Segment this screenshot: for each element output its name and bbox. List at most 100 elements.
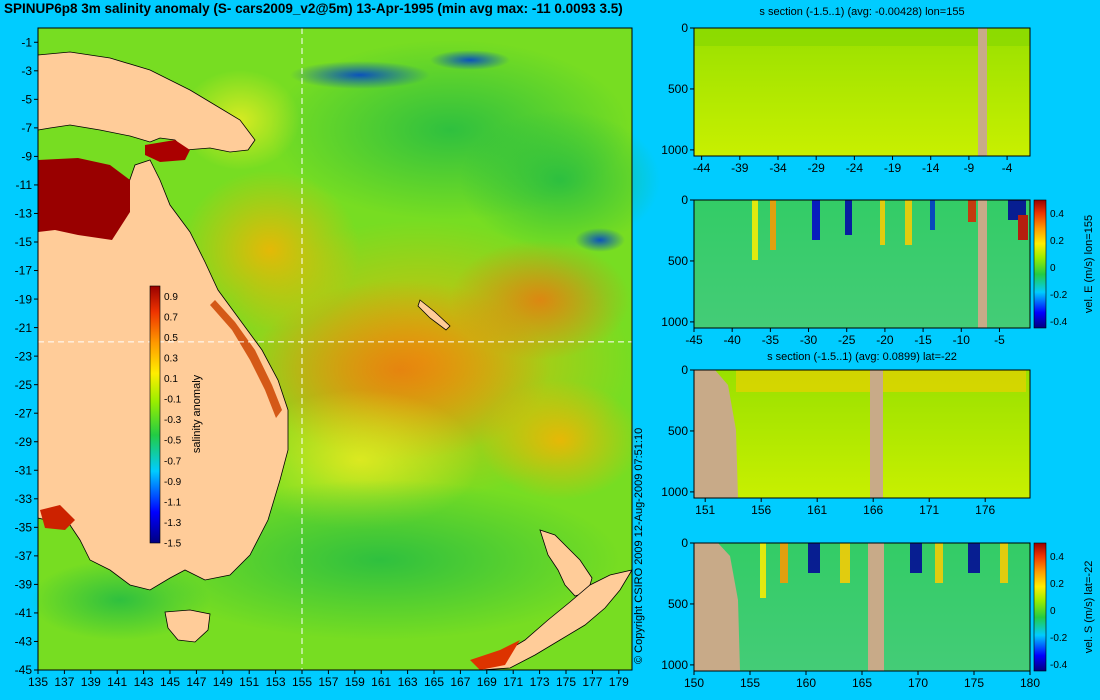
map-y-tick-label: -19	[15, 292, 33, 306]
map-y-tick-label: -13	[15, 207, 33, 221]
section4-colorbar-tick-label: -0.4	[1050, 660, 1068, 671]
map-colorbar-tick-label: 0.9	[164, 292, 178, 303]
section1-x-tick-label: -24	[846, 161, 864, 175]
copyright-credit: © Copyright CSIRO 2009 12-Aug-2009 07:51…	[633, 428, 645, 664]
map-x-tick-label: 145	[160, 675, 180, 689]
map-anomaly-patches	[30, 40, 660, 640]
map-y-tick-label: -35	[15, 521, 33, 535]
map-y-tick-label: -9	[21, 150, 32, 164]
map-y-tick-label: -25	[15, 378, 33, 392]
section2-x-tick-label: -15	[914, 333, 932, 347]
map-frame	[37, 27, 633, 671]
section3-y-tick-label: 0	[681, 363, 688, 377]
section1-x-axis: -44 -39 -34 -29 -24 -19 -14 -9 -4	[693, 156, 1013, 175]
section2-x-tick-label: -20	[876, 333, 894, 347]
map-x-tick-label: 157	[318, 675, 338, 689]
section2-x-axis: -45 -40 -35 -30 -25 -20 -15 -10 -5	[685, 328, 1005, 347]
section4-y-tick-label: 0	[681, 536, 688, 550]
section4-x-tick-label: 160	[796, 676, 816, 690]
section2-velocity-streaks	[752, 200, 1028, 260]
section4-x-tick-label: 180	[1020, 676, 1040, 690]
map-y-tick-label: -31	[15, 463, 33, 477]
section3-x-tick-label: 156	[751, 503, 771, 517]
torres-strait-anomaly	[145, 140, 190, 162]
map-x-tick-label: 141	[107, 675, 127, 689]
tasman-bight-anomaly	[40, 505, 75, 530]
section2-x-tick-label: -40	[724, 333, 742, 347]
section4-land-slope	[694, 543, 740, 671]
section4-x-tick-label: 165	[852, 676, 872, 690]
section2-x-tick-label: -35	[762, 333, 780, 347]
map-colorbar-tick-label: -0.3	[164, 415, 182, 426]
map-colorbar-tick-label: 0.5	[164, 333, 178, 344]
section3-title: s section (-1.5..1) (avg: 0.0899) lat=-2…	[767, 351, 957, 363]
new-caledonia-land	[417, 299, 451, 331]
section3-y-tick-label: 1000	[661, 485, 688, 499]
section4-land-column	[868, 543, 884, 671]
map-colorbar: 0.9 0.7 0.5 0.3 0.1 -0.1 -0.3 -0.5 -0.7 -0.9 -1.1 -…	[149, 285, 203, 550]
map-colorbar-gradient	[149, 285, 161, 544]
map-x-tick-label: 151	[239, 675, 259, 689]
map-x-tick-label: 139	[81, 675, 101, 689]
section2-x-tick-label: -45	[685, 333, 703, 347]
map-x-tick-label: 159	[345, 675, 365, 689]
map-x-axis: 135 137 139 141 143 145 147 149 151 153 155 157 159 1…	[28, 670, 629, 689]
australia-east-coast-band	[210, 300, 282, 418]
australia-land	[37, 159, 289, 591]
map-x-tick-label: 167	[450, 675, 470, 689]
tasmania-land	[164, 609, 211, 643]
section4-colorbar-ticks: 0.4 0.2 0 -0.2 -0.4	[1050, 552, 1068, 671]
section2-x-tick-label: -10	[953, 333, 971, 347]
new-guinea-land	[37, 51, 256, 153]
section4-colorbar-tick-label: -0.2	[1050, 633, 1068, 644]
map-colorbar-tick-label: 0.7	[164, 312, 178, 323]
section1-surface-variability	[694, 28, 1030, 46]
section1-y-tick-label: 1000	[661, 143, 688, 157]
map-y-tick-label: -27	[15, 406, 33, 420]
section4-colorbar-tick-label: 0.2	[1050, 579, 1064, 590]
section2-colorbar-tick-label: 0.4	[1050, 209, 1064, 220]
section-panel-4: 150 155 160 165 170 175 180 0 500 1000 0.4 0.2 0 -0…	[661, 536, 1095, 690]
section4-colorbar-tick-label: 0.4	[1050, 552, 1064, 563]
map-colorbar-tick-label: -0.7	[164, 456, 182, 467]
map-x-tick-label: 143	[134, 675, 154, 689]
section-panel-1: s section (-1.5..1) (avg: -0.00428) lon=…	[661, 6, 1031, 175]
map-y-tick-label: -15	[15, 235, 33, 249]
section2-colorbar-gradient	[1033, 199, 1047, 329]
map-y-axis: -1 -3 -5 -7 -9 -11 -13 -15 -17 -19 -21 -23 -25 -27 -29…	[15, 35, 38, 677]
section1-field	[694, 28, 1030, 156]
section2-colorbar-tick-label: 0	[1050, 263, 1056, 274]
section2-colorbar-label: vel. E (m/s) lon=155	[1083, 215, 1095, 313]
map-y-tick-label: -3	[21, 64, 32, 78]
map-x-tick-label: 177	[582, 675, 602, 689]
section1-x-tick-label: -34	[769, 161, 787, 175]
section4-y-tick-label: 1000	[661, 658, 688, 672]
map-x-tick-label: 179	[609, 675, 629, 689]
section4-y-axis: 0 500 1000	[661, 536, 694, 672]
map-x-tick-label: 149	[213, 675, 233, 689]
section4-velocity-streaks	[760, 543, 1008, 598]
map-x-tick-label: 147	[186, 675, 206, 689]
section1-title: s section (-1.5..1) (avg: -0.00428) lon=…	[759, 6, 964, 18]
section2-x-tick-label: -5	[994, 333, 1005, 347]
section4-x-tick-label: 170	[908, 676, 928, 690]
section-panel-3: s section (-1.5..1) (avg: 0.0899) lat=-2…	[661, 351, 1031, 517]
section1-frame	[693, 27, 1031, 157]
section1-x-tick-label: -19	[884, 161, 902, 175]
map-colorbar-tick-label: -0.1	[164, 395, 182, 406]
section2-colorbar-tick-label: -0.2	[1050, 290, 1068, 301]
map-x-tick-label: 175	[556, 675, 576, 689]
nz-coastal-anomaly	[470, 640, 520, 670]
section4-colorbar-tick-label: 0	[1050, 606, 1056, 617]
map-y-tick-label: -39	[15, 578, 33, 592]
section2-y-axis: 0 500 1000	[661, 193, 694, 329]
map-y-tick-label: -37	[15, 549, 33, 563]
section3-y-axis: 0 500 1000	[661, 363, 694, 499]
map-x-tick-label: 135	[28, 675, 48, 689]
section2-frame	[693, 199, 1031, 329]
section2-colorbar-ticks: 0.4 0.2 0 -0.2 -0.4	[1050, 209, 1068, 328]
section1-x-tick-label: -44	[693, 161, 711, 175]
section1-x-tick-label: -29	[808, 161, 826, 175]
map-y-tick-label: -17	[15, 264, 33, 278]
